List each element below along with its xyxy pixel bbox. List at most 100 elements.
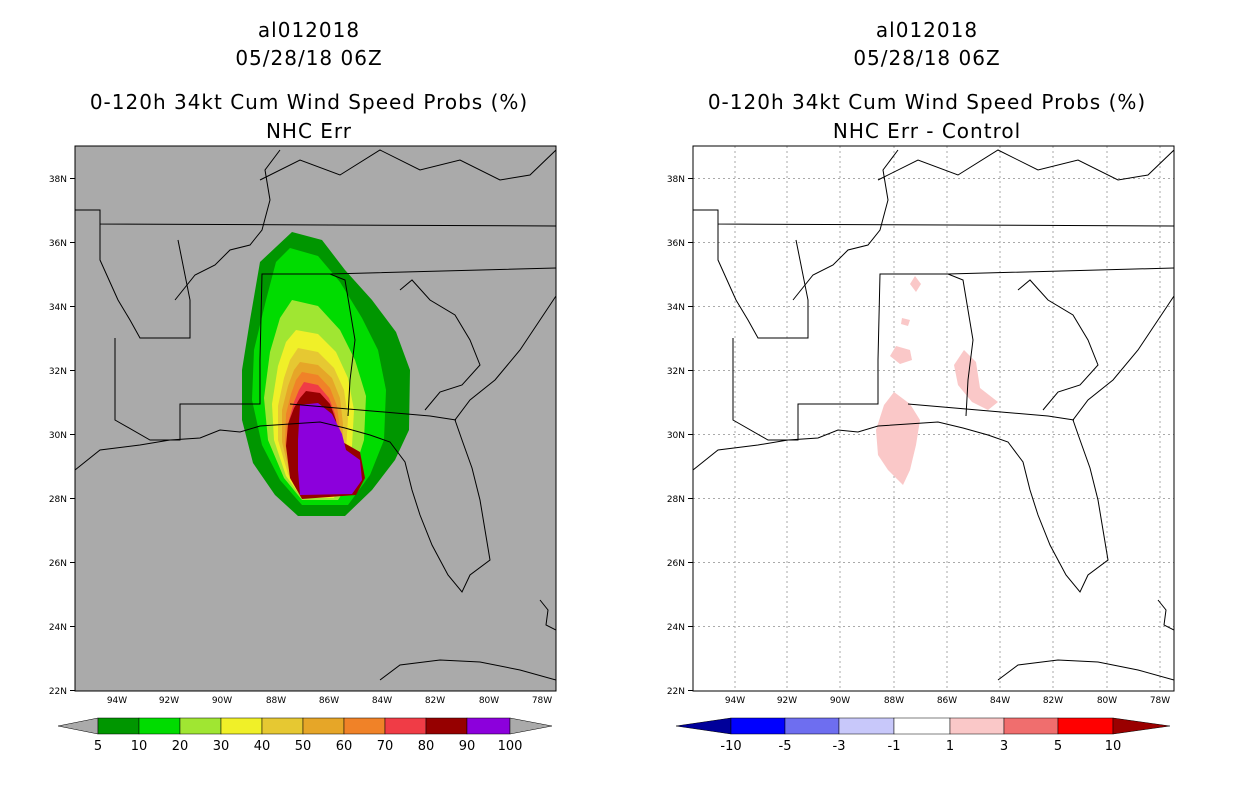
colorbar-under-arrow [675,717,732,735]
colorbar-label: 80 [418,739,435,754]
lat-tick: 28N [49,495,67,505]
colorbar-swatch [784,717,840,735]
colorbar-over-arrow [1112,717,1171,735]
colorbar-over-arrow [509,717,553,735]
right-difference-field [876,276,998,485]
lat-tick: 32N [667,367,685,377]
right-map-frame [692,145,1175,692]
lon-tick: 84W [990,696,1010,706]
lat-tick: 22N [49,687,67,697]
left-subtitle: NHC Err [265,119,353,143]
diff-positive-patch [901,318,910,326]
colorbar-swatch [893,717,951,735]
lon-tick: 80W [1097,696,1117,706]
colorbar-label: 30 [213,739,230,754]
colorbar-swatch [730,717,786,735]
colorbar-label: 20 [172,739,189,754]
lon-tick: 82W [1043,696,1063,706]
colorbar-label: 10 [1105,739,1122,754]
colorbar-swatch [838,717,895,735]
colorbar-swatch [179,717,222,735]
left-colorbar: 5 10 20 30 40 50 60 70 80 90 100 [57,717,553,754]
lon-tick: 84W [372,696,392,706]
colorbar-label: 70 [377,739,394,754]
lon-tick: 80W [479,696,499,706]
colorbar-swatch [97,717,140,735]
colorbar-swatch [1057,717,1114,735]
diff-positive-patch [876,392,920,485]
right-panel: al012018 05/28/18 06Z 0-120h 34kt Cum Wi… [618,0,1236,800]
colorbar-under-arrow [57,717,99,735]
lon-tick: 78W [532,696,552,706]
right-subtitle: NHC Err - Control [832,119,1022,143]
colorbar-label: 40 [254,739,271,754]
colorbar-swatch [302,717,345,735]
right-map-background [693,146,1174,691]
colorbar-label: 60 [336,739,353,754]
lat-tick: 30N [667,431,685,441]
right-map: 38N 36N 34N 32N 30N 28N 26N 24N 22N 94W … [667,145,1175,754]
diff-positive-patch [954,350,998,410]
right-gridlines [693,146,1174,691]
lon-tick: 88W [884,696,904,706]
lat-tick: 26N [667,559,685,569]
lat-tick: 38N [667,175,685,185]
left-coastlines-borders [75,149,556,681]
left-storm-id: al012018 [257,18,361,42]
colorbar-label: 50 [295,739,312,754]
lon-tick: 82W [425,696,445,706]
left-map: 38N 36N 34N 32N 30N 28N 26N 24N 22N 94W … [49,145,557,754]
left-datetime: 05/28/18 06Z [235,46,383,70]
colorbar-swatch [425,717,468,735]
lat-tick: 24N [49,623,67,633]
colorbar-label: -5 [779,739,792,754]
colorbar-swatch [138,717,181,735]
colorbar-swatch [343,717,386,735]
lat-tick: 22N [667,687,685,697]
colorbar-label: -10 [720,739,741,754]
colorbar-label: 3 [1000,739,1008,754]
diff-positive-patch [910,276,921,292]
colorbar-swatch [949,717,1005,735]
colorbar-label: 10 [131,739,148,754]
lat-tick: 36N [667,239,685,249]
left-product-title: 0-120h 34kt Cum Wind Speed Probs (%) [89,90,529,114]
colorbar-label: 90 [459,739,476,754]
lon-tick: 88W [266,696,286,706]
diff-positive-patch [890,346,912,364]
lon-tick: 90W [830,696,850,706]
colorbar-label: 1 [946,739,954,754]
lat-tick: 28N [667,495,685,505]
colorbar-label: 100 [498,739,523,754]
prob-100-contour [298,403,362,495]
colorbar-label: 5 [94,739,102,754]
colorbar-label: -3 [833,739,846,754]
colorbar-swatch [261,717,304,735]
lat-tick: 34N [49,303,67,313]
lon-tick: 92W [777,696,797,706]
right-datetime: 05/28/18 06Z [853,46,1001,70]
lon-tick: 86W [319,696,339,706]
left-lat-axis: 38N 36N 34N 32N 30N 28N 26N 24N 22N [49,175,75,697]
lat-tick: 26N [49,559,67,569]
lat-tick: 38N [49,175,67,185]
colorbar-label: 5 [1054,739,1062,754]
lat-tick: 24N [667,623,685,633]
right-product-title: 0-120h 34kt Cum Wind Speed Probs (%) [707,90,1147,114]
right-lat-axis: 38N 36N 34N 32N 30N 28N 26N 24N 22N [667,175,693,697]
left-panel: al012018 05/28/18 06Z 0-120h 34kt Cum Wi… [49,18,557,754]
right-colorbar: -10 -5 -3 -1 1 3 5 10 [675,717,1171,754]
lon-tick: 86W [937,696,957,706]
lon-tick: 78W [1150,696,1170,706]
lon-tick: 90W [212,696,232,706]
colorbar-swatch [466,717,511,735]
lat-tick: 36N [49,239,67,249]
right-lon-axis: 94W 92W 90W 88W 86W 84W 82W 80W 78W [725,696,1170,706]
right-coastlines-borders [693,149,1174,681]
colorbar-swatch [220,717,263,735]
left-map-frame [74,145,557,692]
lon-tick: 94W [725,696,745,706]
lat-tick: 30N [49,431,67,441]
lat-tick: 32N [49,367,67,377]
lon-tick: 94W [107,696,127,706]
